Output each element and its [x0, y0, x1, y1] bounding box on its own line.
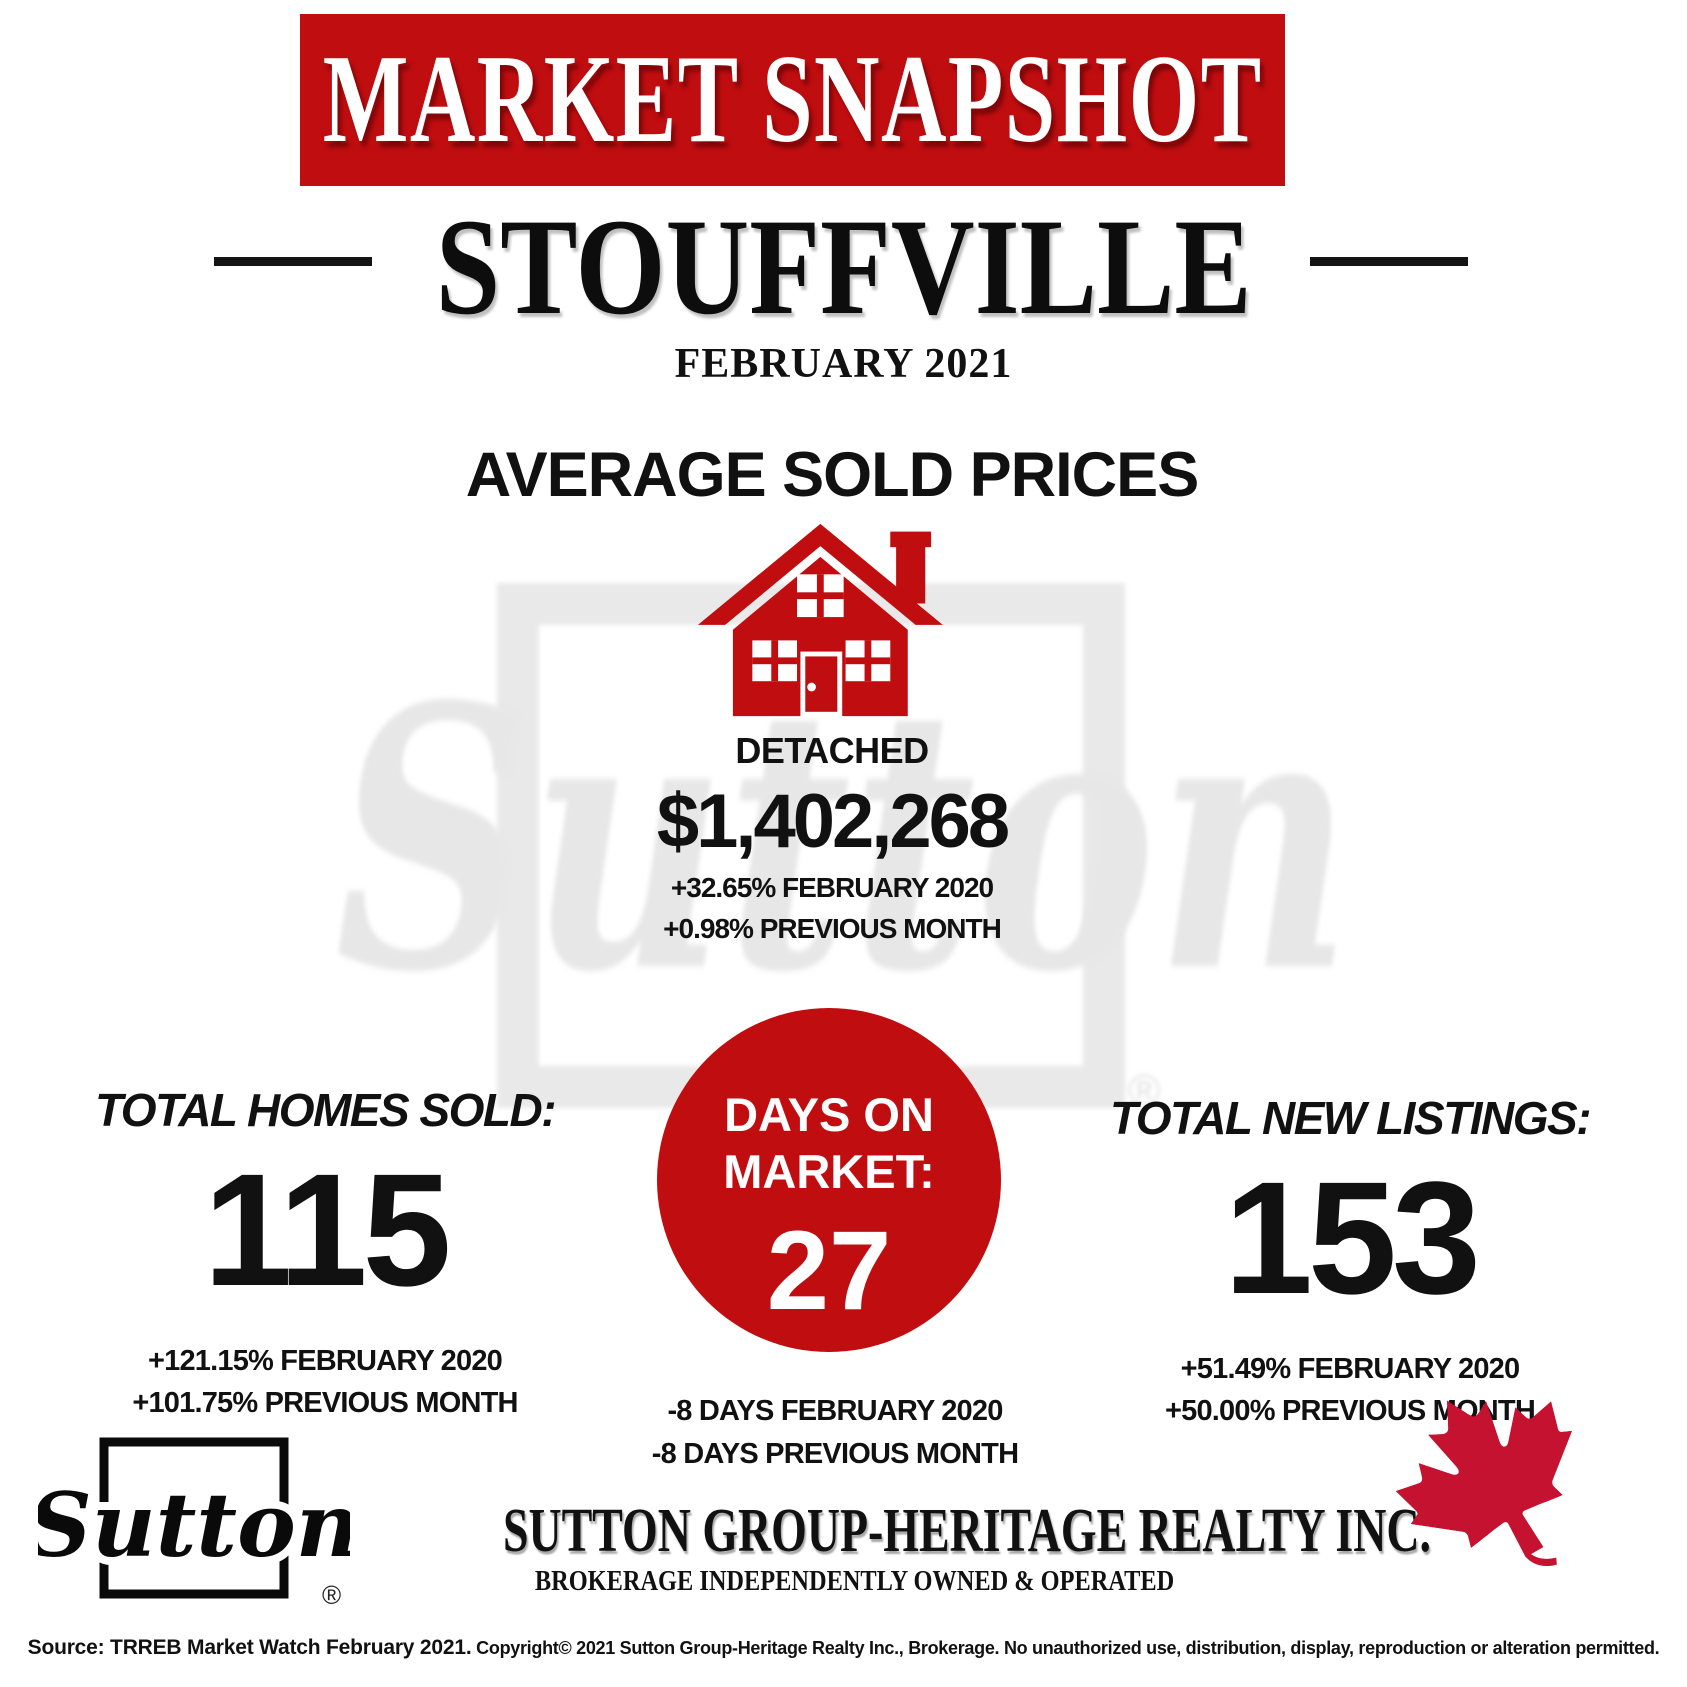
average-price-value: $1,402,268: [656, 779, 1010, 864]
title-dash-right: [1310, 257, 1468, 266]
sutton-watermark-registered-icon: ®: [1128, 1066, 1161, 1115]
sutton-logo: Sutton ®: [38, 1437, 350, 1610]
homes-sold-label: TOTAL HOMES SOLD:: [94, 1084, 557, 1136]
company-block: SUTTON GROUP-HERITAGE REALTY INC. BROKER…: [340, 1498, 1431, 1598]
days-on-market-circle: DAYS ON MARKET: 27: [657, 1008, 1001, 1352]
days-on-market-vs-month: -8 DAYS PREVIOUS MONTH: [651, 1438, 1019, 1470]
average-price-vs-year: +32.65% FEBRUARY 2020: [670, 872, 994, 903]
new-listings-label: TOTAL NEW LISTINGS:: [1109, 1092, 1592, 1144]
source-line: Source: TRREB Market Watch February 2021…: [0, 1636, 1687, 1660]
detached-house-icon: [697, 523, 943, 717]
total-new-listings-section: TOTAL NEW LISTINGS: 153 +51.49% FEBRUARY…: [1072, 1090, 1628, 1432]
homes-sold-value: 115: [203, 1140, 451, 1319]
new-listings-vs-year: +51.49% FEBRUARY 2020: [1180, 1353, 1520, 1385]
homes-sold-vs-month: +101.75% PREVIOUS MONTH: [132, 1387, 518, 1419]
maple-leaf-icon: [1366, 1354, 1616, 1599]
company-tagline: BROKERAGE INDEPENDENTLY OWNED & OPERATED: [535, 1565, 1175, 1597]
company-name: SUTTON GROUP-HERITAGE REALTY INC.: [503, 1497, 1432, 1565]
total-homes-sold-section: TOTAL HOMES SOLD: 115 +121.15% FEBRUARY …: [50, 1082, 600, 1424]
sutton-watermark-text: Sutton: [334, 628, 1353, 1051]
city-title-row: STOUFFVILLE: [0, 198, 1687, 336]
days-on-market-label-line1: DAYS ON: [724, 1088, 934, 1141]
average-price-vs-month: +0.98% PREVIOUS MONTH: [663, 913, 1002, 944]
homes-sold-vs-year: +121.15% FEBRUARY 2020: [148, 1345, 503, 1377]
detached-house-icon-wrap: [432, 518, 1232, 727]
average-sold-prices-section: AVERAGE SOLD PRICES: [432, 440, 1232, 949]
city-title: STOUFFVILLE: [435, 190, 1252, 343]
days-on-market-subs: -8 DAYS FEBRUARY 2020 -8 DAYS PREVIOUS M…: [540, 1390, 1130, 1476]
days-on-market-value: 27: [766, 1208, 892, 1333]
days-on-market-vs-year: -8 DAYS FEBRUARY 2020: [667, 1395, 1003, 1427]
source-line-rest: Copyright© 2021 Sutton Group-Heritage Re…: [471, 1638, 1660, 1658]
new-listings-value: 153: [1224, 1148, 1481, 1327]
average-sold-prices-heading: AVERAGE SOLD PRICES: [465, 440, 1199, 510]
period-label: FEBRUARY 2021: [674, 341, 1013, 387]
property-type-label: DETACHED: [735, 730, 929, 771]
title-dash-left: [214, 257, 372, 266]
source-line-main: Source: TRREB Market Watch February 2021…: [27, 1636, 472, 1659]
banner-title: MARKET SNAPSHOT: [322, 30, 1263, 169]
sutton-logo-registered-icon: ®: [322, 1580, 341, 1610]
sutton-logo-text: Sutton: [38, 1473, 350, 1577]
days-on-market-label-line2: MARKET:: [723, 1145, 935, 1198]
banner: MARKET SNAPSHOT: [300, 14, 1285, 186]
